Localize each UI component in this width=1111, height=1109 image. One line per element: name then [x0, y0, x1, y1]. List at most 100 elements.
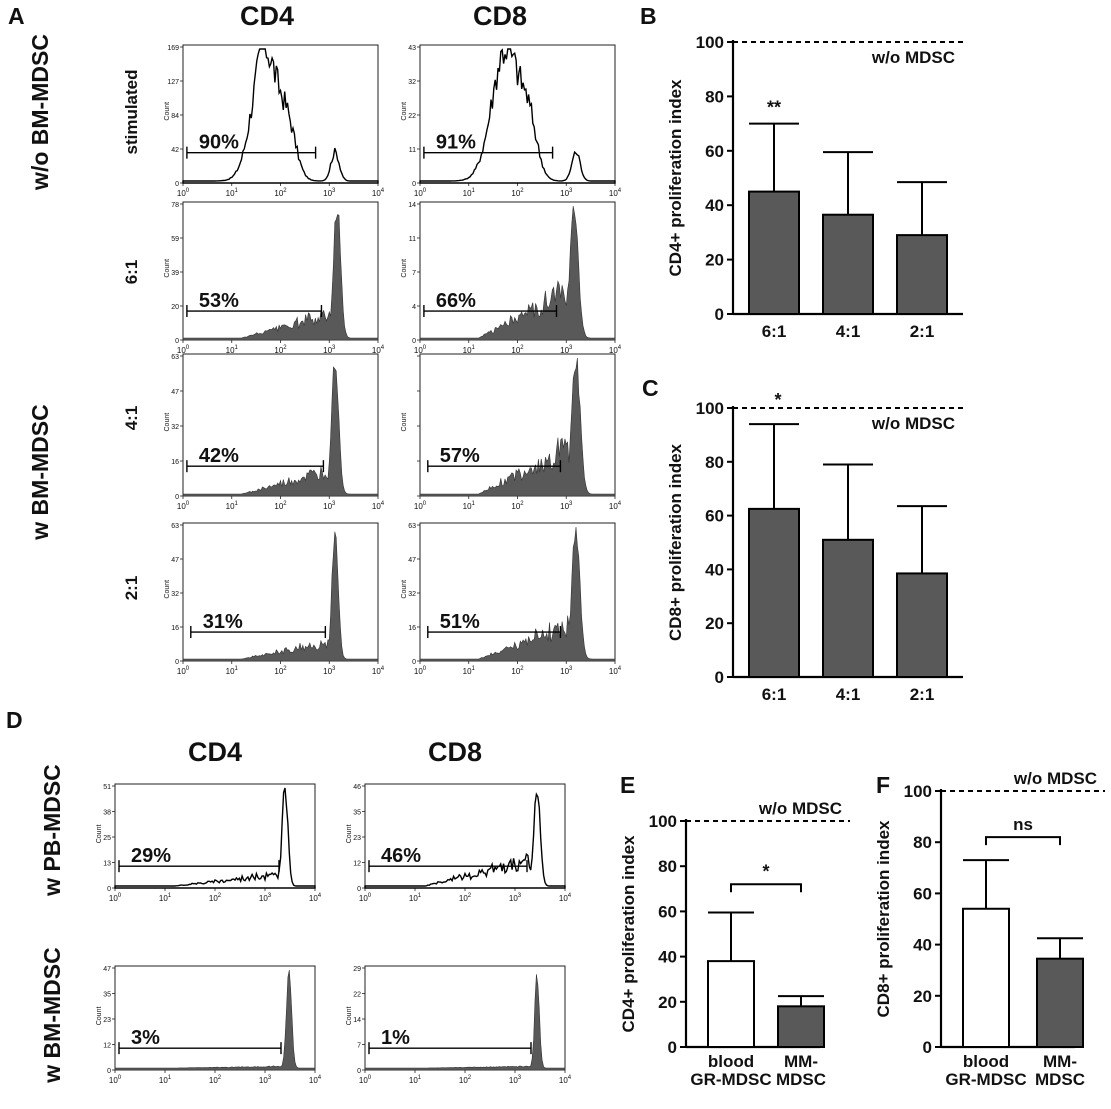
gate-percent: 1%	[381, 1027, 410, 1049]
x-tick-label: 100	[109, 893, 122, 903]
x-tick-label: 103	[323, 188, 336, 198]
x-tick-label: 102	[209, 893, 222, 903]
y-tick-label: 23	[103, 1017, 111, 1024]
bar-chart-f: 0 20 40 60 80 100 CD8+ proliferation index w/o …	[874, 769, 1105, 1089]
bar-chart-b: 0 20 40 60 80 100 CD4+ proliferation index w/o …	[666, 33, 963, 341]
y-tick-label: 32	[171, 424, 179, 431]
y-tick-label: 80	[658, 857, 677, 876]
histogram-d_cd8_pb: 46 35 23 12 0 Count 100 101 102 103 104 46%	[346, 783, 572, 903]
bar	[822, 213, 874, 315]
y-tick-label: 127	[167, 79, 179, 86]
y-tick-label: 25	[103, 835, 111, 842]
y-tick-label: 32	[408, 591, 416, 598]
y-tick-label: 20	[705, 251, 724, 270]
count-axis-label: Count	[346, 825, 353, 844]
significance-mark: **	[767, 98, 781, 118]
x-tick-label: 102	[459, 1075, 472, 1085]
y-tick-label: 0	[715, 668, 724, 687]
row-label-6-1: 6:1	[122, 260, 141, 285]
header-d-cd4: CD4	[188, 737, 242, 767]
gate-percent: 57%	[440, 445, 480, 467]
category-label: GR-MDSC	[945, 1070, 1026, 1089]
x-tick-label: 103	[323, 345, 336, 355]
y-tick-label: 0	[175, 181, 179, 188]
y-tick-label: 60	[658, 902, 677, 921]
gate-percent: 91%	[436, 132, 476, 154]
y-tick-label: 7	[412, 270, 416, 277]
panel-label-f: F	[876, 772, 890, 798]
x-tick-label: 103	[509, 893, 522, 903]
x-tick-label: 100	[177, 666, 190, 676]
x-tick-label: 104	[372, 666, 385, 676]
histogram-frame	[182, 201, 379, 341]
gate-percent: 46%	[381, 845, 421, 867]
header-a-cd8: CD8	[473, 1, 527, 31]
bar-chart-e: 0 20 40 60 80 100 CD4+ proliferation index w/o …	[619, 799, 850, 1089]
histogram-a_cd8_61: 14 11 7 4 0 Count 100 101 102 103 104 66%	[401, 201, 622, 355]
histogram-a_cd4_61: 78 59 39 20 0 Count 100 101 102 103 104 53%	[164, 201, 385, 355]
y-tick-label: 16	[171, 459, 179, 466]
category-label: 2:1	[910, 685, 935, 704]
histogram-profile	[182, 366, 379, 497]
x-tick-label: 101	[409, 1075, 422, 1085]
y-tick-label: 47	[171, 389, 179, 396]
x-tick-label: 101	[409, 893, 422, 903]
y-tick-label: 47	[171, 557, 179, 564]
histogram-a_cd4_21: 63 47 32 16 0 Count 100 101 102 103 104 31%	[164, 522, 385, 676]
x-tick-label: 103	[323, 501, 336, 511]
y-tick-label: 12	[103, 1043, 111, 1050]
x-tick-label: 104	[372, 345, 385, 355]
histogram-d_cd8_bm: 29 22 14 7 0 Count 100 101 102 103 104 1%	[346, 965, 572, 1085]
y-tick-label: 0	[923, 1038, 932, 1057]
x-tick-label: 100	[177, 345, 190, 355]
y-tick-label: 11	[409, 236, 416, 243]
comparison-bracket	[985, 836, 1061, 846]
category-label: MDSC	[1035, 1070, 1085, 1089]
histogram-frame	[419, 44, 616, 184]
comparison-bracket	[730, 883, 802, 893]
histogram-d_cd4_pb: 51 38 25 13 0 Count 100 101 102 103 104 29%	[96, 783, 322, 903]
y-tick-label: 42	[171, 147, 179, 154]
category-label: 6:1	[762, 322, 787, 341]
gate-percent: 3%	[131, 1027, 160, 1049]
y-tick-label: 20	[913, 987, 932, 1006]
count-axis-label: Count	[401, 259, 408, 278]
x-tick-label: 104	[609, 501, 622, 511]
y-axis-label: CD4+ proliferation index	[666, 79, 685, 276]
y-tick-label: 100	[904, 782, 932, 801]
x-tick-label: 104	[609, 188, 622, 198]
category-label: 2:1	[910, 322, 935, 341]
histogram-profile	[364, 792, 566, 889]
y-tick-label: 23	[353, 835, 361, 842]
y-tick-label: 78	[171, 202, 179, 209]
category-label: blood	[963, 1052, 1009, 1071]
reference-label: w/o MDSC	[871, 48, 955, 67]
y-tick-label: 0	[668, 1038, 677, 1057]
header-a-cd4: CD4	[240, 1, 294, 31]
reference-label: w/o MDSC	[871, 414, 955, 433]
histogram-profile	[419, 357, 616, 497]
category-label: 4:1	[836, 685, 861, 704]
bar	[777, 1005, 825, 1049]
panel-label-a: A	[8, 3, 25, 29]
y-tick-label: 100	[696, 33, 724, 52]
y-tick-label: 40	[913, 936, 932, 955]
panel-label-c: C	[642, 375, 659, 401]
y-tick-label: 0	[357, 886, 361, 893]
histogram-profile	[114, 969, 316, 1071]
y-tick-label: 14	[408, 202, 416, 209]
y-tick-label: 84	[171, 113, 179, 120]
x-tick-label: 104	[559, 1075, 572, 1085]
bar	[962, 907, 1010, 1049]
count-axis-label: Count	[96, 825, 103, 844]
histogram-profile	[419, 48, 616, 184]
x-tick-label: 100	[414, 188, 427, 198]
y-tick-label: 35	[353, 810, 361, 817]
y-tick-label: 60	[705, 507, 724, 526]
y-tick-label: 14	[353, 1017, 361, 1024]
bar	[896, 572, 948, 678]
y-tick-label: 22	[353, 992, 361, 999]
histogram-frame	[182, 44, 379, 184]
row-label-2-1: 2:1	[122, 576, 141, 601]
